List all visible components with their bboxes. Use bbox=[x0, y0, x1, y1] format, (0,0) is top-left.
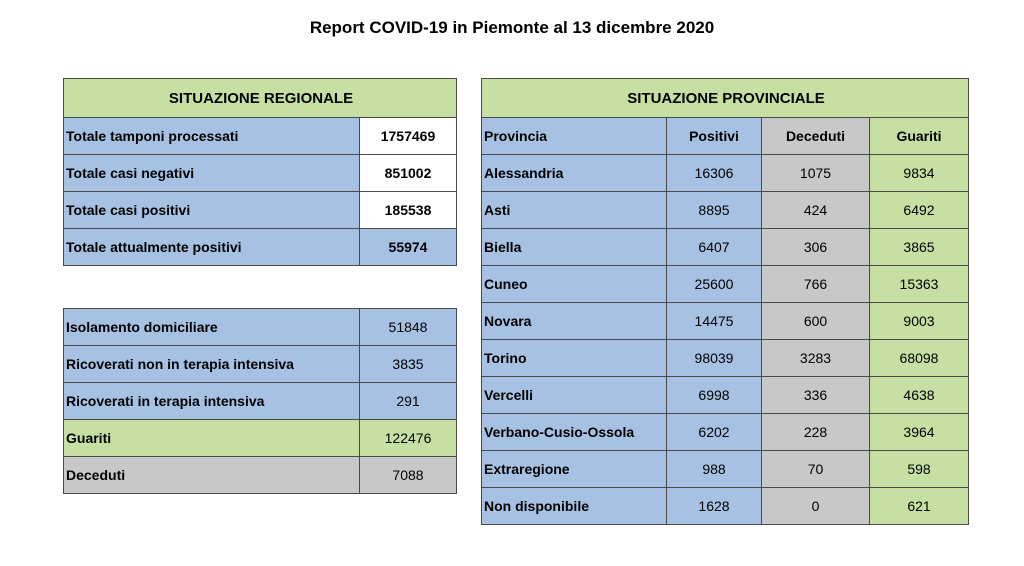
table-row: Alessandria 16306 1075 9834 bbox=[481, 154, 970, 192]
province-guariti: 4638 bbox=[868, 376, 970, 414]
province-positivi: 98039 bbox=[666, 339, 762, 377]
provincial-table: SITUAZIONE PROVINCIALE Provincia Positiv… bbox=[480, 78, 970, 525]
breakdown-value: 51848 bbox=[359, 308, 457, 346]
province-guariti: 621 bbox=[868, 487, 970, 525]
table-row: Totale casi negativi 851002 bbox=[63, 154, 457, 192]
province-positivi: 8895 bbox=[666, 191, 762, 229]
column-header-deceduti: Deceduti bbox=[761, 117, 870, 155]
province-name: Verbano-Cusio-Ossola bbox=[481, 413, 667, 451]
column-header-positivi: Positivi bbox=[666, 117, 762, 155]
breakdown-label: Ricoverati in terapia intensiva bbox=[63, 382, 360, 420]
province-deceduti: 766 bbox=[761, 265, 870, 303]
table-row: Guariti 122476 bbox=[63, 419, 457, 457]
regional-value: 1757469 bbox=[359, 117, 457, 155]
province-deceduti: 306 bbox=[761, 228, 870, 266]
province-deceduti: 70 bbox=[761, 450, 870, 488]
regional-value: 185538 bbox=[359, 191, 457, 229]
column-header-provincia: Provincia bbox=[481, 117, 667, 155]
province-name: Extraregione bbox=[481, 450, 667, 488]
report-title: Report COVID-19 in Piemonte al 13 dicemb… bbox=[309, 18, 715, 37]
regional-value: 851002 bbox=[359, 154, 457, 192]
province-guariti: 9834 bbox=[868, 154, 970, 192]
regional-value: 55974 bbox=[359, 228, 457, 266]
province-deceduti: 424 bbox=[761, 191, 870, 229]
province-positivi: 6998 bbox=[666, 376, 762, 414]
province-name: Non disponibile bbox=[481, 487, 667, 525]
breakdown-value: 7088 bbox=[359, 456, 457, 494]
table-row: Totale casi positivi 185538 bbox=[63, 191, 457, 229]
province-positivi: 988 bbox=[666, 450, 762, 488]
breakdown-label: Ricoverati non in terapia intensiva bbox=[63, 345, 360, 383]
table-row: Cuneo 25600 766 15363 bbox=[481, 265, 970, 303]
province-deceduti: 228 bbox=[761, 413, 870, 451]
province-guariti: 9003 bbox=[868, 302, 970, 340]
column-header-guariti: Guariti bbox=[868, 117, 970, 155]
province-name: Torino bbox=[481, 339, 667, 377]
table-row: Biella 6407 306 3865 bbox=[481, 228, 970, 266]
province-deceduti: 336 bbox=[761, 376, 870, 414]
province-name: Cuneo bbox=[481, 265, 667, 303]
regional-label: Totale casi negativi bbox=[63, 154, 360, 192]
province-name: Novara bbox=[481, 302, 667, 340]
table-row: Asti 8895 424 6492 bbox=[481, 191, 970, 229]
province-name: Biella bbox=[481, 228, 667, 266]
breakdown-table: Isolamento domiciliare 51848 Ricoverati … bbox=[63, 308, 457, 494]
regional-table: SITUAZIONE REGIONALE Totale tamponi proc… bbox=[63, 78, 457, 266]
breakdown-label: Deceduti bbox=[63, 456, 360, 494]
breakdown-value: 122476 bbox=[359, 419, 457, 457]
province-guariti: 3964 bbox=[868, 413, 970, 451]
province-guariti: 3865 bbox=[868, 228, 970, 266]
province-positivi: 16306 bbox=[666, 154, 762, 192]
table-row: Ricoverati in terapia intensiva 291 bbox=[63, 382, 457, 420]
breakdown-label: Guariti bbox=[63, 419, 360, 457]
regional-header-row: SITUAZIONE REGIONALE bbox=[63, 78, 457, 118]
province-positivi: 6407 bbox=[666, 228, 762, 266]
province-name: Alessandria bbox=[481, 154, 667, 192]
table-row: Verbano-Cusio-Ossola 6202 228 3964 bbox=[481, 413, 970, 451]
province-guariti: 15363 bbox=[868, 265, 970, 303]
table-row: Vercelli 6998 336 4638 bbox=[481, 376, 970, 414]
regional-label: Totale attualmente positivi bbox=[63, 228, 360, 266]
province-positivi: 1628 bbox=[666, 487, 762, 525]
province-deceduti: 0 bbox=[761, 487, 870, 525]
table-row: Novara 14475 600 9003 bbox=[481, 302, 970, 340]
province-deceduti: 600 bbox=[761, 302, 870, 340]
province-positivi: 6202 bbox=[666, 413, 762, 451]
province-deceduti: 1075 bbox=[761, 154, 870, 192]
province-name: Vercelli bbox=[481, 376, 667, 414]
regional-label: Totale casi positivi bbox=[63, 191, 360, 229]
province-guariti: 68098 bbox=[868, 339, 970, 377]
breakdown-value: 3835 bbox=[359, 345, 457, 383]
province-positivi: 14475 bbox=[666, 302, 762, 340]
regional-label: Totale tamponi processati bbox=[63, 117, 360, 155]
provincial-header-row: SITUAZIONE PROVINCIALE bbox=[480, 78, 970, 118]
table-row: Torino 98039 3283 68098 bbox=[481, 339, 970, 377]
province-guariti: 598 bbox=[868, 450, 970, 488]
table-row: Totale attualmente positivi 55974 bbox=[63, 228, 457, 266]
province-guariti: 6492 bbox=[868, 191, 970, 229]
provincial-columns-row: Provincia Positivi Deceduti Guariti bbox=[481, 117, 970, 155]
province-positivi: 25600 bbox=[666, 265, 762, 303]
province-name: Asti bbox=[481, 191, 667, 229]
table-row: Non disponibile 1628 0 621 bbox=[481, 487, 970, 525]
provincial-body: Alessandria 16306 1075 9834 Asti 8895 424 6492 B… bbox=[481, 154, 970, 525]
breakdown-label: Isolamento domiciliare bbox=[63, 308, 360, 346]
regional-heading: SITUAZIONE REGIONALE bbox=[63, 78, 457, 118]
table-row: Ricoverati non in terapia intensiva 3835 bbox=[63, 345, 457, 383]
province-deceduti: 3283 bbox=[761, 339, 870, 377]
table-row: Deceduti 7088 bbox=[63, 456, 457, 494]
breakdown-value: 291 bbox=[359, 382, 457, 420]
table-row: Totale tamponi processati 1757469 bbox=[63, 117, 457, 155]
table-row: Isolamento domiciliare 51848 bbox=[63, 308, 457, 346]
provincial-heading: SITUAZIONE PROVINCIALE bbox=[480, 78, 970, 118]
table-row: Extraregione 988 70 598 bbox=[481, 450, 970, 488]
